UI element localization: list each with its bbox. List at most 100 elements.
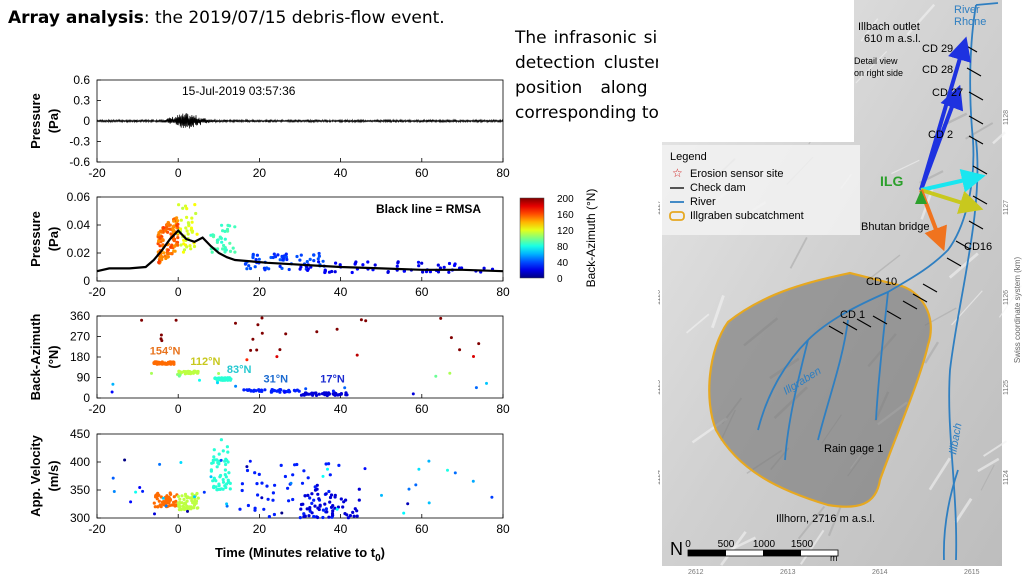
velocity-point bbox=[271, 498, 275, 502]
detection-point bbox=[163, 228, 167, 232]
colorbar-tick: 120 bbox=[557, 226, 574, 237]
y-axis-label: App. Velocity bbox=[28, 434, 43, 516]
detection-point bbox=[366, 260, 370, 264]
velocity-point bbox=[325, 510, 329, 514]
hillshade-stroke bbox=[906, 3, 936, 36]
velocity-point bbox=[324, 507, 328, 511]
velocity-point bbox=[253, 471, 257, 475]
x-tick-label: 20 bbox=[253, 402, 267, 416]
velocity-point bbox=[335, 507, 339, 511]
scale-unit: m bbox=[830, 553, 838, 563]
detection-point bbox=[179, 218, 183, 222]
azimuth-point bbox=[278, 390, 282, 394]
detection-point bbox=[189, 247, 193, 251]
velocity-point bbox=[306, 476, 310, 480]
scale-label: 1500 bbox=[791, 539, 814, 550]
velocity-point bbox=[182, 507, 187, 512]
velocity-point bbox=[310, 511, 314, 515]
detection-point bbox=[421, 270, 425, 274]
hillshade-stroke bbox=[980, 464, 995, 491]
detection-point bbox=[212, 233, 216, 237]
detection-point bbox=[354, 260, 358, 264]
azimuth-point bbox=[411, 392, 415, 396]
detection-point bbox=[327, 270, 332, 274]
y-axis-label: Pressure bbox=[28, 93, 43, 149]
velocity-point bbox=[153, 505, 157, 509]
velocity-point bbox=[256, 493, 260, 497]
velocity-point bbox=[406, 502, 410, 506]
azimuth-point bbox=[110, 390, 114, 394]
x-tick-label: 0 bbox=[175, 166, 182, 180]
detection-point bbox=[442, 265, 446, 269]
river-line bbox=[807, 4, 977, 341]
y-tick-label: 0.04 bbox=[67, 218, 91, 232]
detection-point bbox=[482, 266, 486, 270]
detection-point bbox=[257, 257, 261, 261]
velocity-point bbox=[271, 491, 275, 495]
detection-point bbox=[182, 248, 187, 252]
coord-tick: 1126 bbox=[658, 290, 662, 305]
velocity-point bbox=[303, 494, 307, 498]
detection-point bbox=[416, 260, 421, 264]
velocity-point bbox=[286, 486, 290, 490]
velocity-point bbox=[348, 514, 352, 518]
detection-point bbox=[284, 252, 288, 256]
detection-point bbox=[170, 251, 174, 256]
detection-point bbox=[333, 270, 337, 274]
velocity-point bbox=[279, 463, 283, 467]
velocity-point bbox=[316, 515, 320, 520]
azimuth-point bbox=[331, 389, 335, 393]
azimuth-point bbox=[263, 388, 267, 392]
velocity-point bbox=[262, 507, 266, 511]
hillshade-stroke bbox=[686, 313, 710, 334]
velocity-point bbox=[327, 462, 331, 466]
detection-point bbox=[190, 216, 194, 220]
detection-point bbox=[233, 225, 237, 229]
detection-point bbox=[161, 226, 166, 230]
velocity-point bbox=[190, 492, 194, 496]
velocity-point bbox=[164, 504, 168, 508]
panel-4: 450 400 350 300-20 0 20 40 60 80 App. Velocity (m/… bbox=[28, 427, 510, 564]
azimuth-point bbox=[317, 392, 321, 396]
azimuth-point bbox=[216, 381, 219, 385]
detection-point bbox=[361, 263, 365, 267]
velocity-point bbox=[174, 499, 178, 503]
x-tick-label: 60 bbox=[415, 285, 429, 299]
map-legend: Legend ☆ Erosion sensor site Check dam River… bbox=[662, 145, 860, 235]
azimuth-point bbox=[472, 355, 475, 358]
detection-point bbox=[420, 261, 424, 265]
hillshade-stroke bbox=[948, 252, 979, 279]
azimuth-point bbox=[155, 360, 160, 364]
hillshade-stroke bbox=[983, 440, 1007, 457]
azimuth-point bbox=[434, 374, 438, 378]
velocity-point bbox=[215, 465, 219, 469]
hillshade-stroke bbox=[977, 457, 1000, 473]
velocity-point bbox=[215, 488, 219, 492]
detection-point bbox=[172, 239, 176, 243]
hillshade-stroke bbox=[799, 529, 825, 565]
azimuth-point bbox=[196, 371, 200, 375]
detection-point bbox=[272, 252, 276, 256]
y-tick-label: -0.3 bbox=[69, 135, 90, 149]
velocity-point bbox=[240, 482, 244, 486]
x-tick-label: 80 bbox=[496, 166, 510, 180]
velocity-point bbox=[224, 462, 228, 467]
detection-point bbox=[334, 261, 338, 265]
x-tick-label: 20 bbox=[253, 522, 267, 536]
velocity-point bbox=[219, 438, 223, 442]
velocity-point bbox=[343, 511, 347, 516]
detection-point bbox=[194, 211, 198, 216]
coord-tick: 1127 bbox=[1003, 200, 1010, 215]
legend-title: Legend bbox=[670, 151, 707, 163]
detection-point bbox=[168, 227, 172, 231]
detection-point bbox=[195, 232, 199, 236]
detection-point bbox=[224, 248, 228, 252]
legend-item: Illgraben subcatchment bbox=[690, 210, 804, 222]
y-tick-label: 0 bbox=[83, 114, 90, 128]
velocity-point bbox=[299, 507, 303, 511]
velocity-point bbox=[328, 495, 333, 500]
x-tick-label: 80 bbox=[496, 402, 510, 416]
azimuth-point bbox=[439, 316, 443, 320]
velocity-point bbox=[192, 506, 196, 510]
